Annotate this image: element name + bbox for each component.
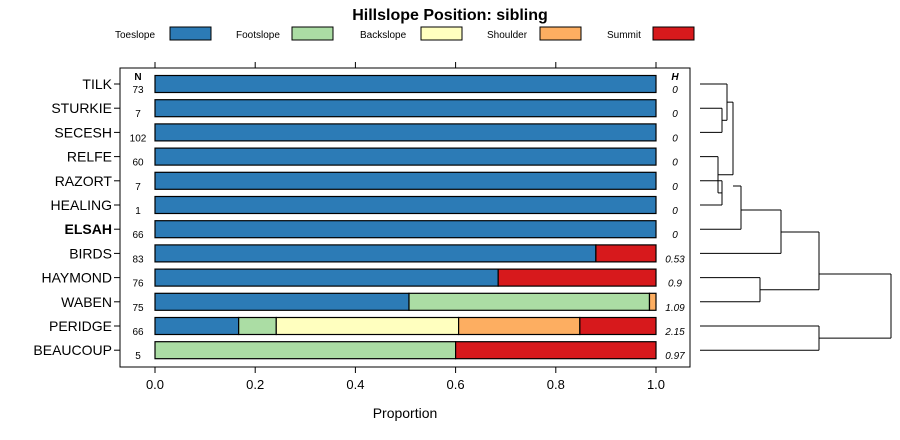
row-n-value: 5	[135, 351, 141, 362]
row-h-value: 2.15	[664, 327, 685, 338]
bar-segment-toeslope	[154, 292, 410, 311]
row-n-value: 7	[135, 182, 141, 193]
legend-swatch-footslope	[291, 26, 334, 41]
bar-segment-shoulder	[458, 316, 581, 336]
legend-label-backslope: Backslope	[360, 30, 407, 41]
row-label: STURKIE	[51, 100, 112, 116]
row-n-value: 102	[130, 133, 147, 144]
row-n-value: 7	[135, 109, 141, 120]
row-label: BEAUCOUP	[33, 342, 112, 358]
bar-segment-toeslope	[154, 123, 657, 142]
x-tick-label: 0.6	[447, 377, 465, 392]
row-n-value: 66	[132, 230, 144, 241]
row-label: WABEN	[61, 294, 112, 310]
row-h-value: 1.09	[665, 303, 685, 314]
bar-segment-toeslope	[154, 220, 657, 239]
bar-segment-toeslope	[154, 268, 499, 287]
legend-swatch-summit	[652, 26, 695, 41]
bar-segment-footslope	[238, 316, 277, 336]
x-axis-label: Proportion	[373, 405, 438, 421]
row-label: RAZORT	[55, 173, 113, 189]
row-n-value: 1	[135, 206, 141, 217]
row-label: HEALING	[51, 197, 112, 213]
dendrogram	[700, 83, 892, 351]
row-label: HAYMOND	[41, 270, 112, 286]
row-h-value: 0	[672, 158, 678, 169]
row-label: RELFE	[67, 149, 112, 165]
bar-segment-toeslope	[154, 99, 657, 118]
x-tick-label: 1.0	[647, 377, 665, 392]
row-h-value: 0	[672, 85, 678, 96]
bar-segment-toeslope	[154, 74, 657, 94]
legend-label-footslope: Footslope	[236, 30, 280, 41]
legend-label-toeslope: Toeslope	[115, 30, 155, 41]
chart-title: Hillslope Position: sibling	[352, 7, 548, 24]
bar-segment-summit	[497, 268, 657, 287]
bar-segment-footslope	[408, 292, 651, 311]
h-header: H	[671, 72, 679, 83]
legend-swatch-toeslope	[169, 26, 212, 41]
legend-label-summit: Summit	[607, 30, 641, 41]
bar-segment-summit	[455, 341, 657, 360]
row-label: TILK	[82, 76, 112, 92]
bar-segment-toeslope	[154, 244, 597, 263]
row-n-value: 60	[132, 158, 144, 169]
row-label: BIRDS	[69, 245, 112, 261]
bar-segment-toeslope	[154, 171, 657, 190]
bar-segment-footslope	[154, 341, 457, 360]
row-n-value: 75	[132, 303, 144, 314]
x-tick-label: 0.0	[146, 377, 164, 392]
x-tick-label: 0.8	[547, 377, 565, 392]
bar-segment-summit	[579, 316, 657, 336]
bar-segment-backslope	[275, 316, 460, 336]
row-h-value: 0	[672, 182, 678, 193]
row-h-value: 0.97	[665, 351, 685, 362]
row-h-value: 0	[672, 230, 678, 241]
row-label: SECESH	[54, 124, 112, 140]
bar-segment-shoulder	[648, 292, 657, 311]
row-h-value: 0.9	[668, 279, 682, 290]
bar-segment-summit	[595, 244, 657, 263]
legend: Toeslope Footslope Backslope Shoulder Summit	[115, 26, 695, 41]
row-n-value: 83	[132, 254, 144, 265]
row-n-value: 76	[132, 279, 144, 290]
plot-area: 0.0 0.2 0.4 0.6 0.8 1.0 N H TILK 73 0 STURKIE 7 0 SECE…	[33, 62, 691, 392]
legend-swatch-shoulder	[539, 26, 582, 41]
legend-swatch-backslope	[420, 26, 463, 41]
bar-segment-toeslope	[154, 316, 240, 336]
plot-frame	[119, 67, 691, 368]
row-n-value: 66	[132, 327, 144, 338]
bar-segment-toeslope	[154, 195, 657, 215]
row-n-value: 73	[132, 85, 144, 96]
row-h-value: 0	[672, 109, 678, 120]
x-tick-label: 0.2	[246, 377, 264, 392]
row-h-value: 0	[672, 133, 678, 144]
row-h-value: 0.53	[665, 254, 685, 265]
x-tick-label: 0.4	[346, 377, 364, 392]
bar-segment-toeslope	[154, 147, 657, 166]
row-label: PERIDGE	[49, 318, 112, 334]
row-h-value: 0	[672, 206, 678, 217]
legend-label-shoulder: Shoulder	[487, 30, 528, 41]
row-label: ELSAH	[65, 221, 112, 237]
n-header: N	[134, 72, 141, 83]
